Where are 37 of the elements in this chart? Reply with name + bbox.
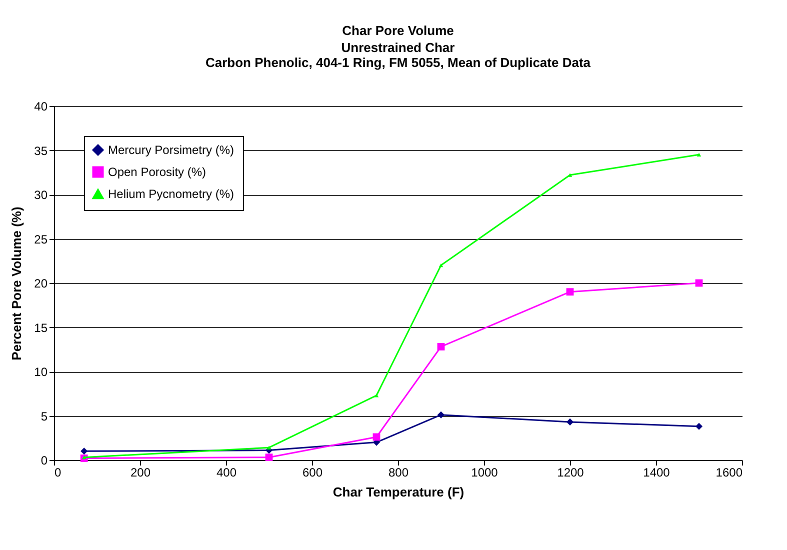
point (437, 343, 445, 350)
x-tick-label: 200 (130, 466, 151, 480)
y-axis-title: Percent Pore Volume (%) (9, 206, 24, 360)
x-tick-label: 1000 (471, 466, 498, 480)
x-tick-label: 1200 (557, 466, 584, 480)
point (437, 411, 445, 418)
y-tick-label: 20 (34, 276, 48, 290)
x-axis-title: Char Temperature (F) (332, 484, 464, 500)
point (266, 446, 272, 450)
y-tick-label: 10 (34, 365, 48, 379)
point (696, 152, 702, 157)
x-tick-label: 1400 (643, 466, 670, 480)
point (566, 418, 574, 426)
x-tick-label: 600 (302, 466, 323, 480)
point (374, 394, 379, 398)
y-tick-label: 5 (40, 409, 48, 424)
legend-label: Helium Pycnometry (%) (108, 187, 234, 201)
point (695, 422, 703, 430)
chart-title: Char Pore Volume (342, 23, 454, 38)
legend-label: Mercury Porsimetry (%) (108, 143, 234, 157)
x-tick-label: 800 (388, 466, 409, 480)
y-tick-label: 30 (34, 188, 48, 202)
point (566, 288, 574, 296)
chart-subtitle: Unrestrained Char Carbon Phenolic, 404-1 Ring, FM 5055, Mean of Duplicate Data (205, 40, 592, 70)
legend-label: Open Porosity (%) (108, 165, 206, 179)
y-tick-label: 40 (34, 100, 48, 114)
point (80, 448, 88, 455)
x-tick-label: 1600 (716, 466, 743, 480)
x-tick-label: 0 (54, 466, 62, 480)
point (438, 263, 444, 268)
y-tick-label: 25 (34, 232, 48, 246)
y-tick-label: 35 (34, 144, 48, 158)
point (82, 456, 86, 460)
point (265, 454, 273, 462)
y-tick-label: 15 (34, 320, 48, 335)
x-tick-label: 400 (216, 466, 237, 480)
y-tick-label: 0 (40, 454, 48, 468)
